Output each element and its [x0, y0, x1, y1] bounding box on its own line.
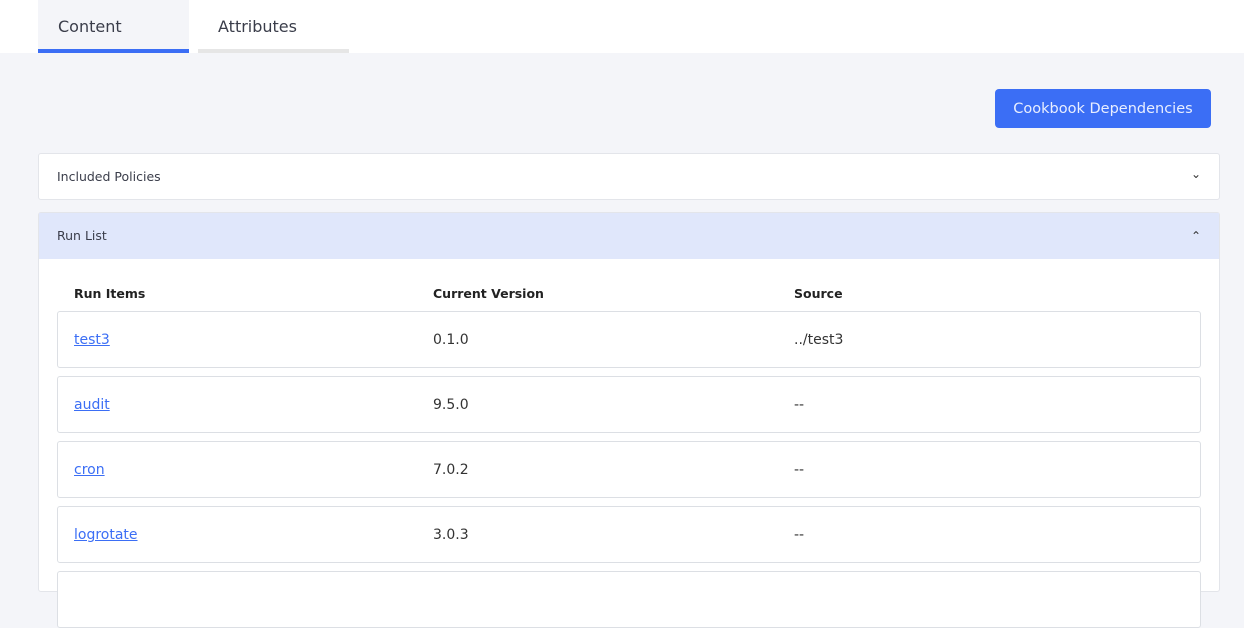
table-row: logrotate 3.0.3 --: [57, 506, 1201, 563]
table-row: test3 0.1.0 ../test3: [57, 311, 1201, 368]
chevron-up-icon[interactable]: ⌃: [1190, 229, 1201, 243]
source-cell: --: [794, 397, 805, 413]
version-cell: 9.5.0: [433, 397, 469, 413]
run-item-link[interactable]: logrotate: [74, 527, 138, 543]
run-list-title: Run List: [57, 228, 107, 243]
tab-bar: Content Attributes: [0, 0, 1244, 53]
table-row: cron 7.0.2 --: [57, 441, 1201, 498]
tab-content[interactable]: Content: [38, 0, 189, 53]
source-cell: --: [794, 462, 805, 478]
version-cell: 7.0.2: [433, 462, 469, 478]
run-item-link[interactable]: cron: [74, 462, 105, 478]
version-cell: 0.1.0: [433, 332, 469, 348]
table-row: audit 9.5.0 --: [57, 376, 1201, 433]
included-policies-title: Included Policies: [57, 169, 161, 184]
cookbook-dependencies-button[interactable]: Cookbook Dependencies: [995, 89, 1211, 128]
column-header-source: Source: [794, 286, 843, 301]
chevron-down-icon[interactable]: ⌄: [1190, 167, 1201, 181]
run-item-link[interactable]: test3: [74, 332, 110, 348]
source-cell: --: [794, 527, 805, 543]
column-header-run-items: Run Items: [74, 286, 146, 301]
column-header-current-version: Current Version: [433, 286, 544, 301]
version-cell: 3.0.3: [433, 527, 469, 543]
tab-attributes[interactable]: Attributes: [198, 0, 349, 53]
run-item-link[interactable]: audit: [74, 397, 110, 413]
included-policies-panel: Included Policies ⌄: [38, 153, 1220, 200]
table-row: [57, 571, 1201, 628]
included-policies-header[interactable]: Included Policies ⌄: [39, 154, 1219, 200]
run-list-header[interactable]: Run List ⌃: [39, 213, 1219, 259]
source-cell: ../test3: [794, 332, 844, 348]
